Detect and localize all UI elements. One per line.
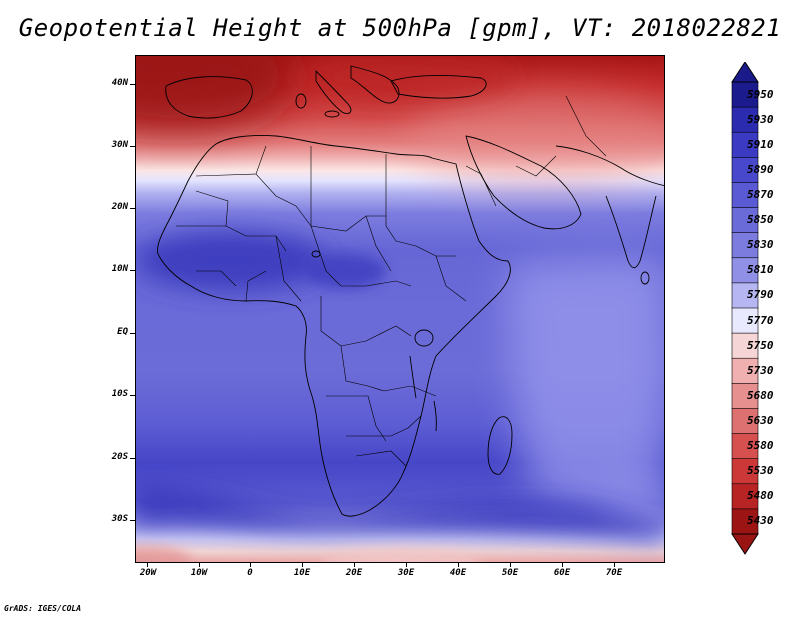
- lon-tick-mark: [199, 563, 200, 567]
- colorbar-level-label: 5770: [747, 313, 774, 327]
- colorbar-level-label: 5580: [747, 439, 774, 453]
- colorbar-level-label: 5430: [747, 514, 774, 528]
- colorbar-swatch: [731, 81, 759, 108]
- colorbar-level-label: 5530: [747, 464, 774, 478]
- colorbar-level-label: 5730: [747, 363, 774, 377]
- colorbar-level-label: 5750: [747, 338, 774, 352]
- lat-tick-mark: [130, 208, 135, 209]
- colorbar-level-label: 5850: [747, 213, 774, 227]
- colorbar-swatch: [731, 408, 759, 435]
- colorbar-level-label: 5810: [747, 263, 774, 277]
- colorbar-level-label: 5680: [747, 388, 774, 402]
- lon-tick-mark: [147, 563, 148, 567]
- lon-tick-mark: [302, 563, 303, 567]
- lat-tick-mark: [130, 458, 135, 459]
- lat-tick-mark: [130, 146, 135, 147]
- colorbar-swatch: [731, 282, 759, 309]
- lat-tick-mark: [130, 333, 135, 334]
- lon-tick-label: 20W: [139, 568, 157, 578]
- map-plot-area: [135, 55, 665, 563]
- colorbar-level-label: 5830: [747, 238, 774, 252]
- map-title: Geopotential Height at 500hPa [gpm], VT:…: [18, 14, 782, 42]
- colorbar: [731, 62, 759, 555]
- lat-tick-label: 30S: [111, 514, 128, 524]
- colorbar-swatch: [731, 483, 759, 510]
- colorbar-swatch: [731, 332, 759, 359]
- colorbar-swatch: [731, 207, 759, 234]
- lat-tick-label: 20S: [111, 452, 128, 462]
- colorbar-swatch: [731, 157, 759, 184]
- height-field-map: [136, 56, 664, 562]
- colorbar-swatch: [731, 232, 759, 259]
- lon-tick-label: 10W: [190, 568, 208, 578]
- lat-tick-mark: [130, 520, 135, 521]
- lat-tick-label: 10N: [111, 264, 128, 274]
- colorbar-level-label: 5890: [747, 162, 774, 176]
- colorbar-level-label: 5910: [747, 137, 774, 151]
- lon-tick-mark: [562, 563, 563, 567]
- lat-tick-label: EQ: [117, 327, 128, 337]
- lon-tick-label: 40E: [449, 568, 467, 578]
- country-borders: [176, 95, 607, 467]
- grads-credit: GrADS: IGES/COLA: [4, 604, 82, 613]
- lon-tick-mark: [406, 563, 407, 567]
- colorbar-swatch: [731, 257, 759, 284]
- colorbar-level-label: 5630: [747, 414, 774, 427]
- lon-tick-label: 50E: [501, 568, 519, 578]
- lon-tick-label: 30E: [397, 568, 415, 578]
- colorbar-level-label: 5480: [747, 489, 774, 503]
- colorbar-swatch: [731, 131, 759, 158]
- lon-tick-mark: [458, 563, 459, 567]
- lat-tick-label: 30N: [111, 140, 128, 150]
- colorbar-swatch: [731, 433, 759, 460]
- colorbar-swatch: [731, 458, 759, 485]
- colorbar-top-arrow: [731, 62, 759, 83]
- lon-tick-label: 0: [247, 568, 253, 578]
- lon-tick-label: 20E: [345, 568, 363, 578]
- colorbar-level-label: 5790: [747, 288, 774, 302]
- lon-tick-label: 70E: [605, 568, 623, 578]
- lon-tick-label: 60E: [553, 568, 571, 578]
- colorbar-level-label: 5870: [747, 188, 774, 201]
- coastline-outline: [157, 65, 664, 517]
- lat-tick-label: 40N: [111, 78, 128, 88]
- lat-tick-label: 10S: [111, 389, 128, 399]
- colorbar-swatch: [731, 307, 759, 334]
- colorbar-bottom-arrow: [731, 533, 759, 555]
- lat-tick-mark: [130, 270, 135, 271]
- colorbar-level-label: 5930: [747, 112, 774, 126]
- lon-tick-mark: [354, 563, 355, 567]
- colorbar-swatch: [731, 106, 759, 133]
- lat-tick-mark: [130, 395, 135, 396]
- lon-tick-mark: [510, 563, 511, 567]
- lat-tick-mark: [130, 84, 135, 85]
- lon-tick-mark: [614, 563, 615, 567]
- colorbar-swatch: [731, 182, 759, 209]
- lat-tick-label: 20N: [111, 202, 128, 212]
- colorbar-level-label: 5950: [747, 87, 774, 101]
- colorbar-swatch: [731, 508, 759, 535]
- lon-tick-mark: [250, 563, 251, 567]
- lon-tick-label: 10E: [293, 568, 311, 578]
